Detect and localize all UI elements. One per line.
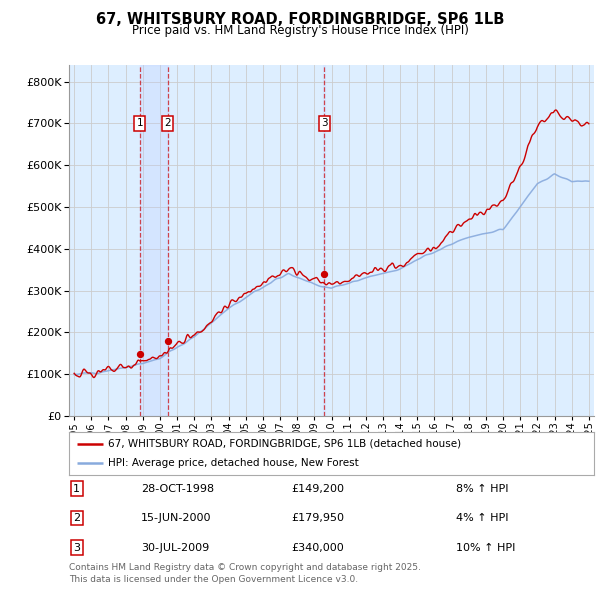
Text: Contains HM Land Registry data © Crown copyright and database right 2025.: Contains HM Land Registry data © Crown c… — [69, 563, 421, 572]
Text: 1: 1 — [73, 484, 80, 493]
Text: £340,000: £340,000 — [292, 543, 344, 552]
Text: £149,200: £149,200 — [292, 484, 344, 493]
Text: 15-JUN-2000: 15-JUN-2000 — [141, 513, 212, 523]
Text: 3: 3 — [73, 543, 80, 552]
Text: 3: 3 — [321, 119, 328, 129]
Text: 1: 1 — [137, 119, 143, 129]
Text: 2: 2 — [73, 513, 80, 523]
Bar — [140, 65, 168, 416]
Text: £179,950: £179,950 — [292, 513, 344, 523]
Text: HPI: Average price, detached house, New Forest: HPI: Average price, detached house, New … — [109, 458, 359, 468]
Point — [319, 269, 329, 278]
Point — [163, 336, 173, 346]
Text: This data is licensed under the Open Government Licence v3.0.: This data is licensed under the Open Gov… — [69, 575, 358, 584]
Text: 8% ↑ HPI: 8% ↑ HPI — [456, 484, 509, 493]
Bar — [323, 65, 325, 416]
Point — [135, 349, 145, 358]
Text: 30-JUL-2009: 30-JUL-2009 — [141, 543, 209, 552]
Text: 4% ↑ HPI: 4% ↑ HPI — [456, 513, 509, 523]
Text: 67, WHITSBURY ROAD, FORDINGBRIDGE, SP6 1LB (detached house): 67, WHITSBURY ROAD, FORDINGBRIDGE, SP6 1… — [109, 439, 461, 449]
Text: 10% ↑ HPI: 10% ↑ HPI — [456, 543, 515, 552]
Text: Price paid vs. HM Land Registry's House Price Index (HPI): Price paid vs. HM Land Registry's House … — [131, 24, 469, 37]
Text: 2: 2 — [164, 119, 171, 129]
Text: 28-OCT-1998: 28-OCT-1998 — [141, 484, 214, 493]
Text: 67, WHITSBURY ROAD, FORDINGBRIDGE, SP6 1LB: 67, WHITSBURY ROAD, FORDINGBRIDGE, SP6 1… — [96, 12, 504, 27]
